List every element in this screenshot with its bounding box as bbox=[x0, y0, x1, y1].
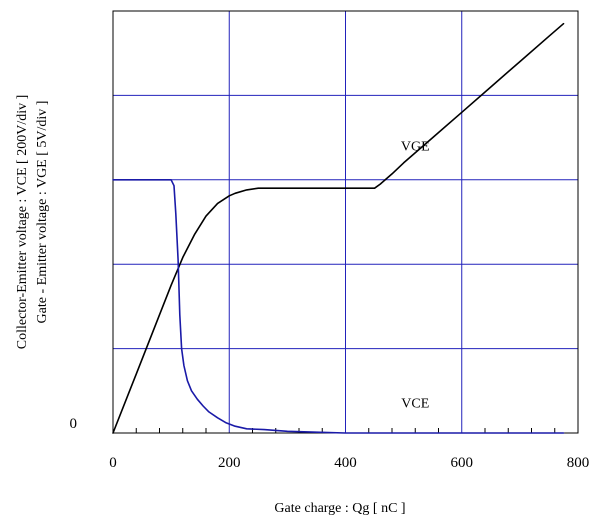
y-axis-title-line-2: Gate - Emitter voltage : VGE [ 5V/div ] bbox=[35, 101, 50, 324]
annotation-vge: VGE bbox=[401, 139, 430, 154]
x-tick-label-600: 600 bbox=[451, 455, 474, 471]
x-tick-label-200: 200 bbox=[218, 455, 241, 471]
tick-labels: 0 200 400 600 800 0 bbox=[70, 416, 590, 471]
y-tick-label-0: 0 bbox=[70, 416, 78, 432]
x-tick-label-800: 800 bbox=[567, 455, 590, 471]
x-tick-label-400: 400 bbox=[334, 455, 357, 471]
series-vce-line bbox=[112, 179, 565, 434]
series-vge-line bbox=[112, 22, 565, 434]
y-axis-title-line-1: Collector-Emitter voltage : VCE [ 200V/d… bbox=[15, 95, 30, 350]
x-axis-title: Gate charge : Qg [ nC ] bbox=[274, 501, 405, 516]
grid-lines bbox=[113, 11, 578, 433]
x-tick-label-0: 0 bbox=[109, 455, 117, 471]
annotation-vce: VCE bbox=[401, 397, 429, 412]
annotations: VGE VCE bbox=[401, 139, 430, 411]
series-layer bbox=[112, 22, 565, 434]
